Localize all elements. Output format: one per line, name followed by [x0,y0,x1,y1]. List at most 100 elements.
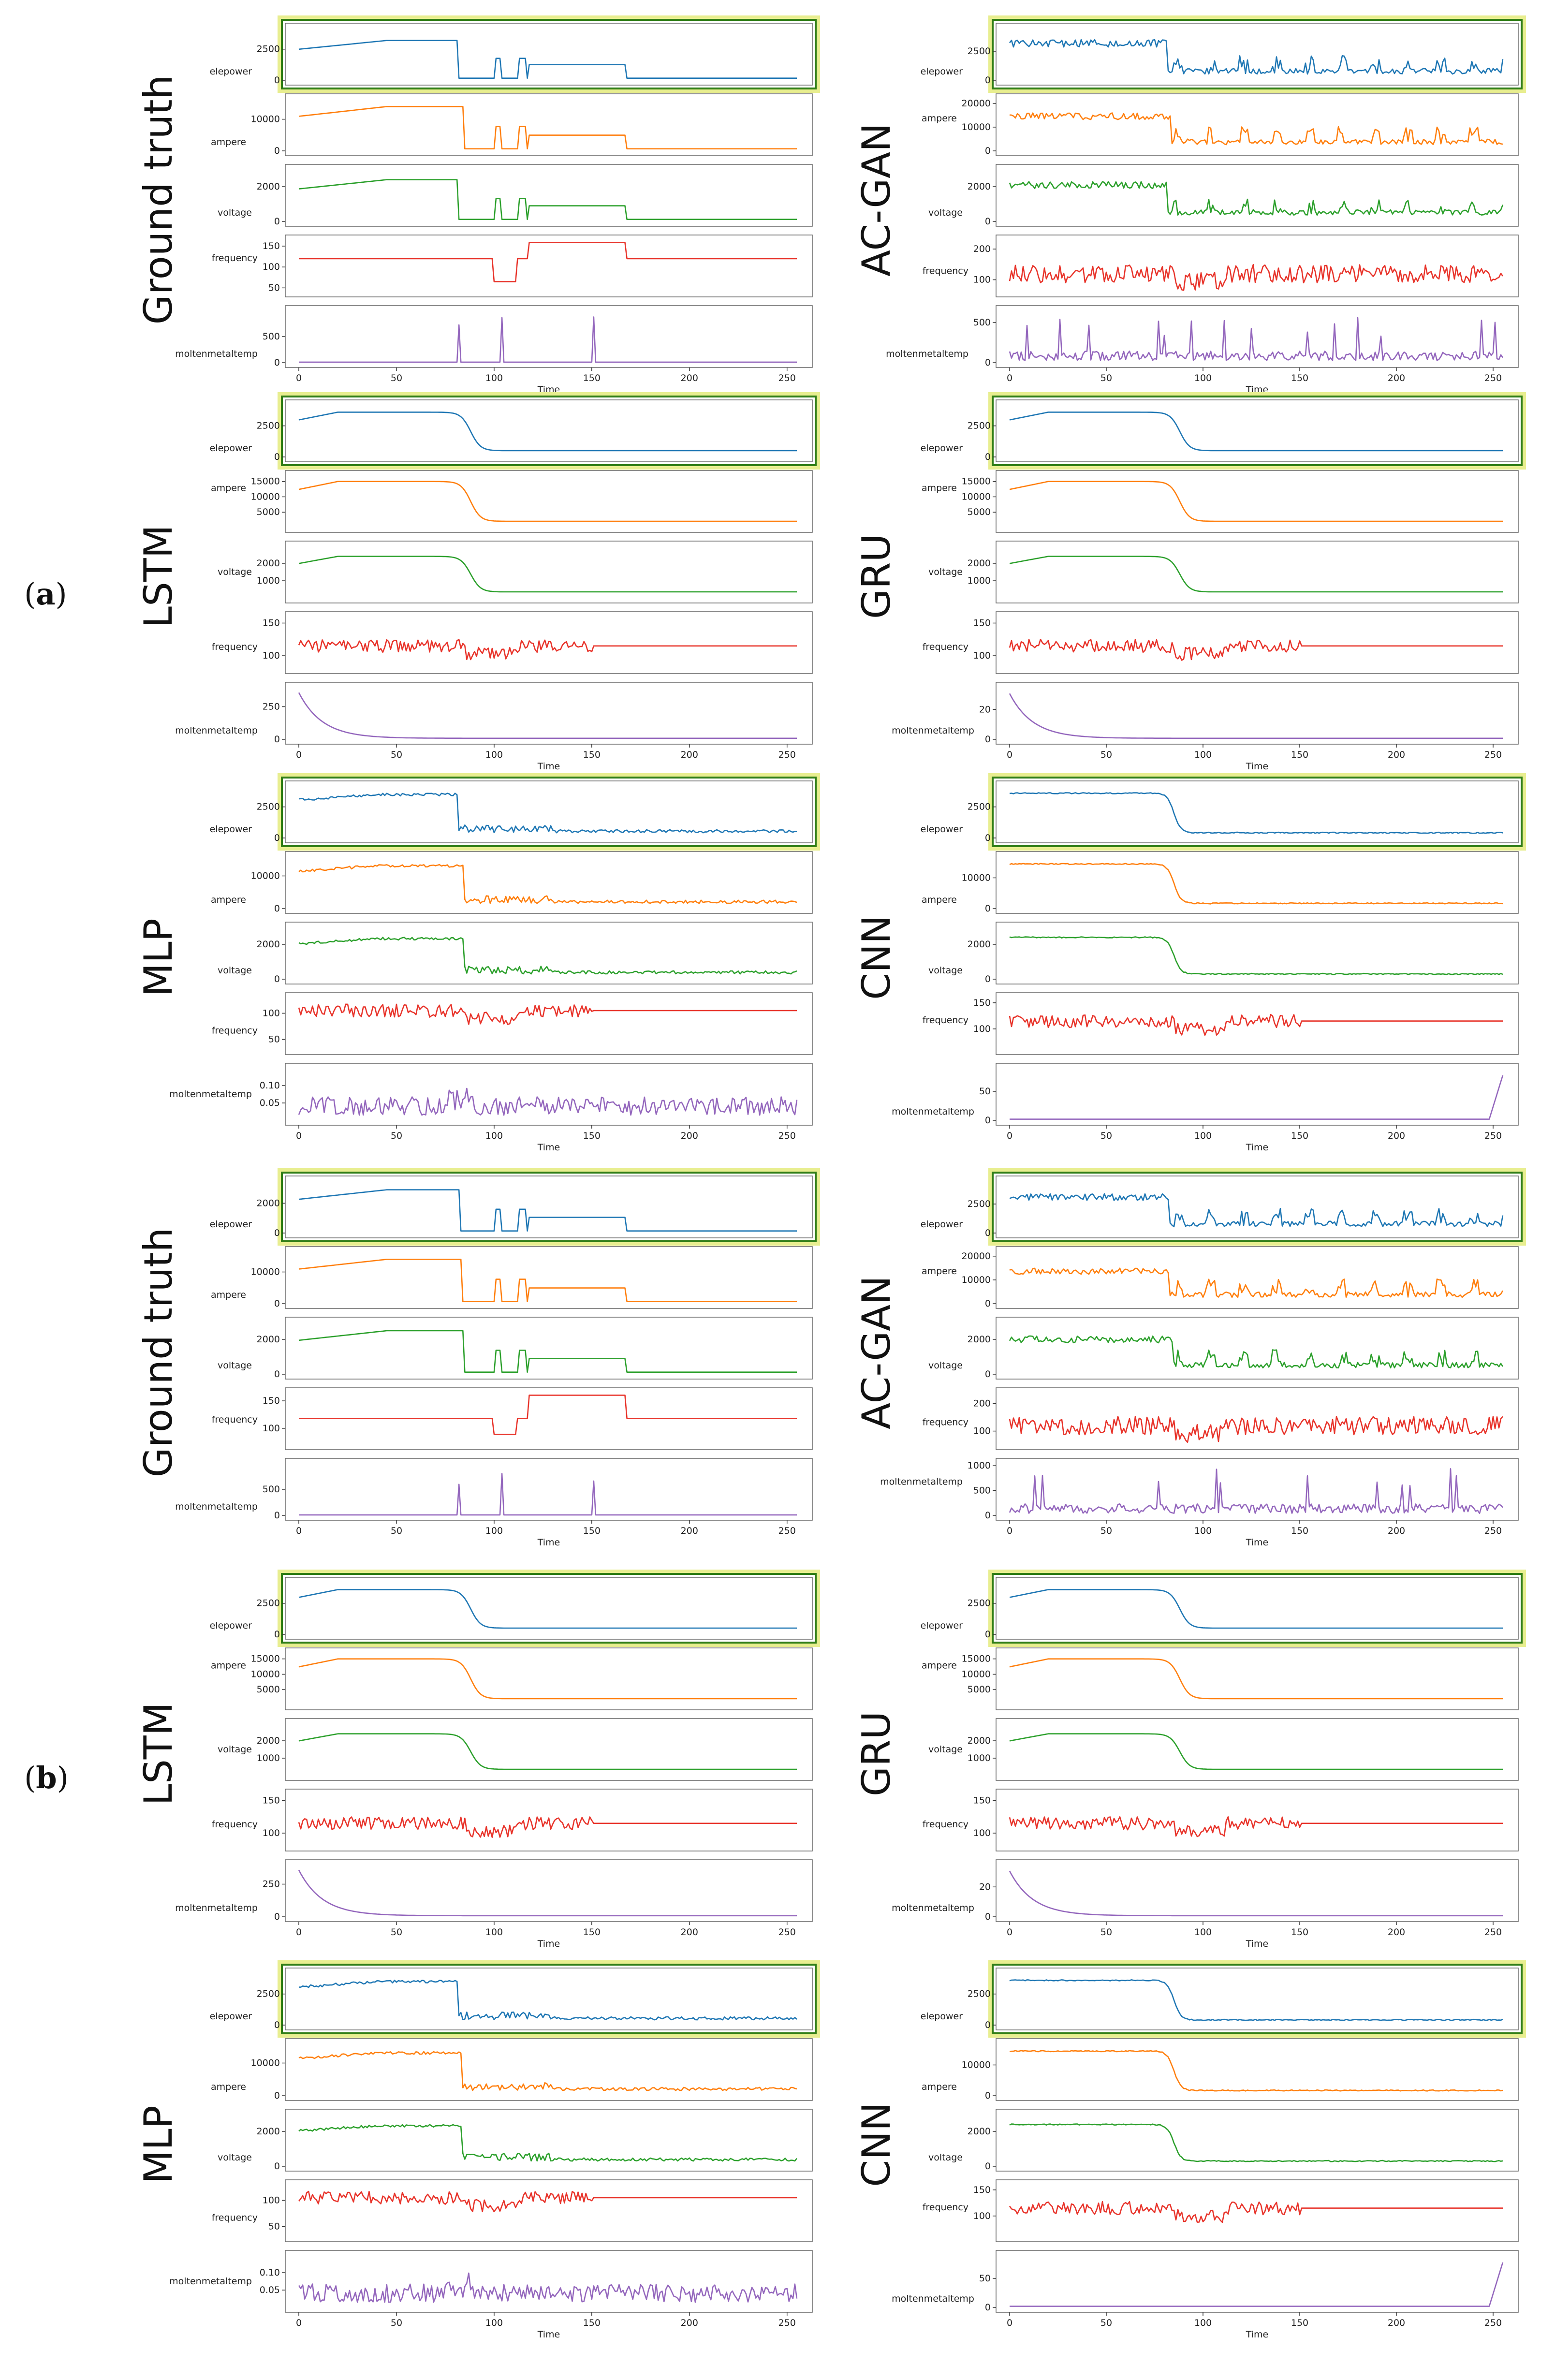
axes-box [996,1063,1519,1126]
subplot-moltenmetaltemp: 0 250 moltenmetaltemp 0 50 100 150 200 250 Time [175,1859,813,1949]
y-tick-label: 0 [274,2020,280,2030]
axes-box [285,682,813,745]
y-tick-label: 50 [979,1086,991,1097]
y-tick-label: 10000 [251,1267,280,1278]
series-line-ampere [298,481,797,522]
x-axis-label: Time [1246,761,1269,772]
series-label: voltage [928,2152,963,2163]
x-tick-label: 150 [583,1526,601,1536]
y-tick-label: 0 [985,974,991,984]
y-tick-label: 0 [274,216,280,227]
y-tick-label: 0 [985,75,991,86]
axes-box [996,23,1519,86]
y-tick-label: 10000 [251,1669,280,1679]
x-tick-label: 50 [391,2318,402,2328]
axes-box [996,992,1519,1055]
y-tick-label: 150 [973,998,991,1008]
subplot-voltage: 0 2000 voltage [218,164,813,227]
subplot-frequency: 50 100 150 frequency [212,235,813,297]
y-tick-label: 5000 [257,507,280,517]
y-tick-label: 100 [263,2195,280,2205]
y-tick-label: 0 [274,974,280,984]
series-line-ampere [298,1658,797,1700]
x-tick-label: 100 [1194,1131,1212,1141]
series-label: moltenmetaltemp [169,1089,252,1100]
series-label: ampere [922,113,957,124]
subplot-voltage: 0 2000 voltage [928,1317,1519,1380]
series-line-moltenmetaltemp [1010,2262,1504,2307]
series-line-ampere [1009,1658,1503,1700]
series-label: frequency [212,1025,258,1036]
subplot-elepower: 0 2500 elepower [210,15,820,93]
y-tick-label: 10000 [251,114,280,125]
y-tick-label: 15000 [962,1654,991,1664]
series-line-ampere [1009,481,1503,522]
series-line-moltenmetaltemp [299,316,797,363]
subplot-elepower: 0 2000 elepower [210,1168,820,1246]
x-tick-label: 250 [778,1131,796,1141]
y-tick-label: 10000 [251,491,280,502]
chart-group-b-lstm: LSTM02500elepower50001000015000ampere100… [136,1570,820,1949]
series-label: voltage [928,1360,963,1371]
x-tick-label: 200 [1388,373,1405,383]
subplot-frequency: 100 150 frequency [923,992,1519,1055]
series-line-frequency [299,1395,797,1435]
axes-box [285,305,813,368]
y-tick-label: 0 [274,357,280,368]
series-line-frequency [1009,2201,1503,2223]
subplot-elepower: 0 2500 elepower [921,773,1526,851]
x-tick-label: 100 [485,2318,503,2328]
x-tick-label: 50 [391,1526,402,1536]
series-label: voltage [218,567,252,577]
series-line-elepower [298,1589,797,1629]
series-line-voltage [1009,181,1504,216]
x-tick-label: 0 [1007,1131,1012,1141]
highlight-frame-outer [988,1960,1526,2038]
y-tick-label: 10000 [251,2058,280,2069]
y-tick-label: 20 [979,1881,991,1892]
x-tick-label: 100 [1194,2318,1212,2328]
axes-box [285,922,813,984]
subplot-ampere: 0 10000 ampere [211,2038,813,2101]
axes-box [996,164,1519,227]
subplot-elepower: 0 2500 elepower [210,1570,820,1647]
y-tick-label: 2000 [257,939,280,950]
subplot-voltage: 0 2000 voltage [928,2109,1519,2172]
series-line-moltenmetaltemp [1009,1870,1503,1917]
y-tick-label: 0.10 [260,2267,280,2278]
y-tick-label: 0 [274,452,280,462]
y-tick-label: 150 [973,618,991,629]
subplot-ampere: 0 10000 ampere [211,851,813,914]
x-tick-label: 0 [296,373,302,383]
series-line-frequency [299,242,797,282]
y-tick-label: 0.10 [260,1080,280,1091]
axes-box [996,93,1519,156]
subplot-moltenmetaltemp: 0.05 0.10 moltenmetaltemp 0 50 100 150 200 250 Ti… [169,2250,813,2340]
x-tick-label: 200 [1388,1927,1405,1938]
series-line-elepower [1009,411,1503,452]
y-tick-label: 100 [263,650,280,661]
panel-labels: (a) (b) [24,576,69,1795]
chart-group-a-ground-truth: Ground truth 02500elepower010000ampere020… [136,15,820,395]
series-label: voltage [218,207,252,218]
axes-box [285,470,813,533]
y-tick-label: 2500 [257,44,280,55]
axes-box [996,1458,1519,1521]
subplot-moltenmetaltemp: 0 250 moltenmetaltemp 0 50 100 150 200 250 Time [175,682,813,772]
x-axis-label: Time [1246,2329,1269,2340]
x-tick-label: 50 [1100,1927,1112,1938]
chart-group-b-ac-gan: AC-GAN02500elepower01000020000ampere0200… [854,1168,1526,1548]
y-tick-label: 1000 [968,1460,991,1471]
x-tick-label: 50 [1100,373,1112,383]
series-label: voltage [928,1744,963,1755]
y-tick-label: 500 [973,317,991,328]
subplot-voltage: 1000 2000 voltage [218,1718,813,1781]
x-tick-label: 50 [391,373,402,383]
series-line-moltenmetaltemp [1009,317,1504,361]
axes-box [996,1317,1519,1380]
x-tick-label: 100 [1194,749,1212,760]
y-tick-label: 0 [985,1115,991,1126]
y-tick-label: 20 [979,704,991,715]
y-tick-label: 20000 [962,98,991,109]
x-axis-label: Time [1246,1142,1269,1153]
